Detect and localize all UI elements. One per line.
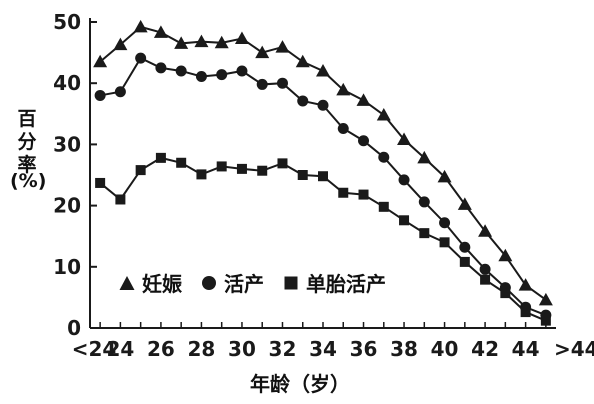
series-singleton-live-birth-point [540, 315, 551, 326]
series-pregnancy-point [133, 19, 148, 33]
series-pregnancy-point [336, 82, 351, 96]
series-live-birth-point [317, 99, 329, 111]
legend-label-singleton-live-birth: 单胎活产 [306, 272, 386, 296]
x-tick-label: 32 [269, 337, 297, 361]
series-pregnancy-point [174, 36, 189, 49]
legend-item-singleton-live-birth: 单胎活产 [282, 268, 386, 297]
y-tick-label: 20 [53, 194, 81, 218]
circle-marker-icon [202, 275, 216, 290]
series-live-birth-point [398, 174, 410, 186]
series-singleton-live-birth-point [135, 165, 146, 176]
legend-label-live-birth: 活产 [224, 272, 264, 296]
series-singleton-live-birth-point [419, 228, 430, 239]
x-tick-label: 40 [431, 337, 459, 361]
series-singleton-live-birth-point [115, 194, 126, 205]
series-singleton-live-birth-point [95, 177, 106, 188]
y-axis-label-line-1: 百分率 [17, 108, 37, 176]
x-tick-label: 30 [228, 337, 256, 361]
series-live-birth-point [439, 217, 451, 229]
series-pregnancy-point [214, 35, 229, 49]
series-singleton-live-birth-point [500, 288, 511, 299]
triangle-marker-icon [119, 275, 135, 290]
series-singleton-live-birth-point [520, 307, 531, 318]
series-live-birth-point [256, 78, 268, 90]
series-singleton-live-birth-point [378, 201, 389, 212]
series-pregnancy-point [153, 25, 168, 38]
square-marker-icon [284, 276, 298, 289]
series-pregnancy-point [255, 45, 270, 59]
x-tick-label: 28 [188, 337, 216, 361]
series-singleton-live-birth-point [439, 237, 450, 248]
series-singleton-live-birth-point [338, 187, 349, 198]
series-pregnancy-point [538, 292, 553, 306]
series-pregnancy-point [295, 54, 310, 68]
y-tick-label: 0 [67, 316, 81, 340]
series-singleton-live-birth-point [459, 256, 470, 267]
x-tick-label: >44 [554, 337, 594, 361]
series-singleton-live-birth-point [399, 215, 410, 226]
series-pregnancy-point [376, 108, 391, 121]
series-pregnancy-point [234, 31, 249, 45]
series-live-birth-point [195, 70, 207, 82]
legend-item-pregnancy: 妊娠 [118, 268, 182, 297]
series-live-birth-point [276, 77, 288, 89]
series-live-birth-point [135, 52, 147, 64]
series-live-birth-point [337, 122, 349, 134]
series-singleton-live-birth-point [196, 169, 207, 180]
series-live-birth-point [418, 196, 430, 208]
x-tick-label: 24 [106, 337, 134, 361]
series-live-birth-point [459, 241, 471, 253]
series-pregnancy-point [457, 197, 472, 210]
series-singleton-live-birth-point [318, 171, 328, 182]
series-live-birth-point [297, 95, 309, 107]
series-live-birth-point [236, 65, 248, 77]
y-tick-label: 30 [53, 132, 81, 156]
legend-item-live-birth: 活产 [200, 268, 264, 297]
x-tick-label: 44 [512, 337, 540, 361]
series-pregnancy-point [397, 132, 412, 146]
series-singleton-live-birth-point [176, 157, 187, 168]
series-pregnancy-point [356, 93, 371, 106]
series-pregnancy-point [316, 63, 330, 77]
y-axis-label-line-2: (%) [10, 170, 47, 192]
series-singleton-live-birth-point [297, 170, 308, 180]
series-pregnancy-point [518, 278, 533, 291]
x-tick-label: 38 [390, 337, 418, 361]
y-tick-label: 40 [53, 71, 81, 95]
legend-label-pregnancy: 妊娠 [142, 272, 182, 296]
series-singleton-live-birth-point [358, 189, 369, 200]
series-pregnancy-point [275, 40, 290, 53]
series-pregnancy-point [194, 34, 209, 48]
x-tick-label: <24 [72, 337, 117, 361]
series-live-birth-point [479, 263, 491, 275]
series-singleton-live-birth-point [216, 161, 227, 172]
x-tick-label: 34 [309, 337, 337, 361]
series-live-birth-point [94, 89, 106, 101]
x-tick-label: 42 [471, 337, 499, 361]
series-live-birth-point [378, 151, 390, 163]
series-pregnancy-point [478, 224, 493, 237]
series-pregnancy-point [93, 54, 108, 68]
series-singleton-live-birth-point [155, 152, 166, 163]
x-axis-label: 年龄（岁） [250, 372, 350, 396]
series-pregnancy-point [113, 37, 128, 51]
series-live-birth-point [175, 65, 187, 77]
series-singleton-live-birth-point [277, 158, 288, 169]
series-pregnancy-point [437, 169, 452, 183]
series-singleton-live-birth-point [257, 165, 268, 176]
y-tick-label: 10 [53, 255, 81, 279]
legend: 妊娠 活产 单胎活产 [118, 268, 404, 297]
series-singleton-live-birth-point [480, 274, 491, 285]
x-tick-label: 26 [147, 337, 175, 361]
y-tick-label: 50 [53, 10, 81, 34]
series-live-birth-point [114, 86, 126, 98]
series-live-birth-point [155, 62, 167, 74]
series-live-birth-point [358, 135, 370, 147]
series-pregnancy-point [417, 150, 432, 164]
x-tick-label: 36 [350, 337, 378, 361]
series-pregnancy-point [498, 248, 513, 262]
series-singleton-live-birth-point [236, 163, 247, 174]
series-live-birth-point [216, 69, 228, 81]
